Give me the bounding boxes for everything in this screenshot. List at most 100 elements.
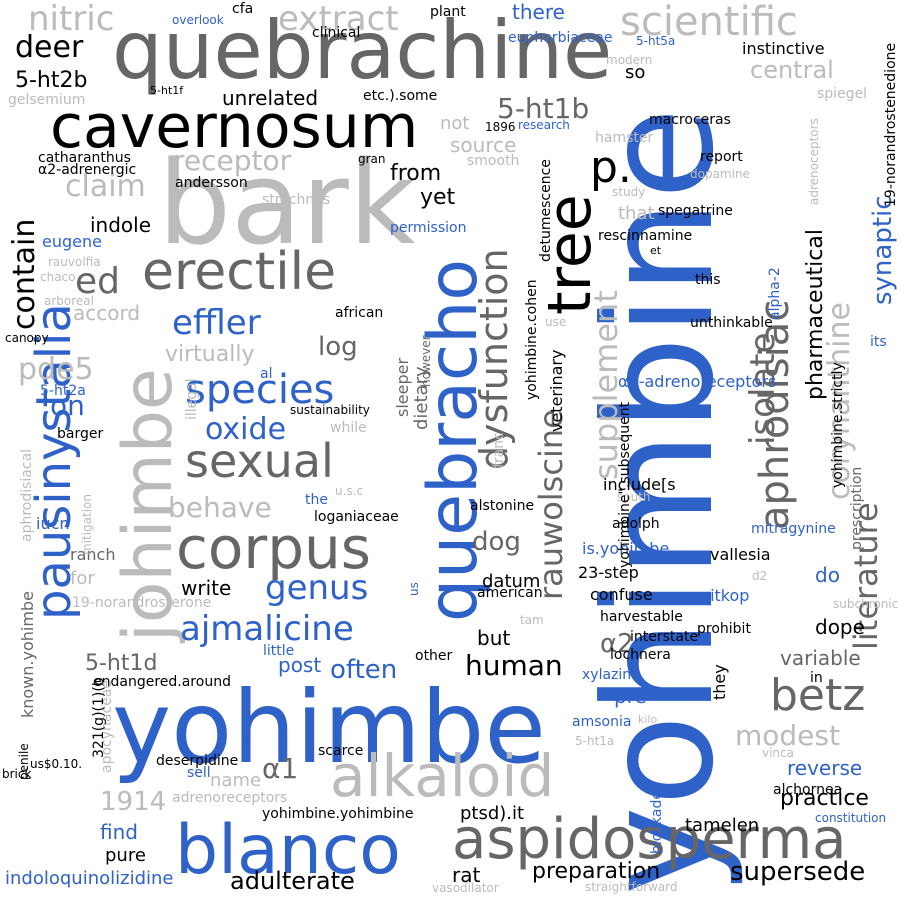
cloud-word: name xyxy=(210,770,262,791)
cloud-word: interstate xyxy=(630,629,699,645)
cloud-word: 1914 xyxy=(100,787,167,817)
cloud-word: post xyxy=(278,653,322,677)
cloud-word: vasodilator xyxy=(432,881,499,895)
cloud-word: erectile xyxy=(142,242,337,302)
cloud-word: datum xyxy=(482,571,541,592)
cloud-word: sexual xyxy=(185,434,334,488)
cloud-word: report xyxy=(700,149,743,165)
cloud-word: penile xyxy=(17,743,31,780)
cloud-word: us$0.10. xyxy=(30,757,83,771)
cloud-word: xylazine xyxy=(582,667,640,683)
cloud-word: little xyxy=(263,643,295,659)
cloud-word: pre xyxy=(614,684,647,708)
cloud-word: but xyxy=(477,626,511,650)
cloud-word: from xyxy=(390,161,442,186)
cloud-word: 5-ht1d xyxy=(85,651,158,676)
cloud-word: pde5 xyxy=(18,352,94,387)
cloud-word: vinca xyxy=(762,746,794,760)
cloud-word: 5-ht2b xyxy=(15,68,88,93)
cloud-word: d2 xyxy=(752,569,768,583)
cloud-word: 19-norandrostenedione xyxy=(883,42,899,207)
cloud-word: is.yohimbe xyxy=(582,539,670,558)
cloud-word: franc xyxy=(491,432,507,468)
cloud-word: quebrachine xyxy=(112,4,613,97)
cloud-word: dog xyxy=(472,527,521,557)
cloud-word: known.yohimbe xyxy=(18,591,37,718)
cloud-word: catharanthus xyxy=(38,150,131,166)
cloud-word: variable xyxy=(780,646,861,670)
cloud-word: deserpidine xyxy=(156,753,239,769)
cloud-word: scarce xyxy=(318,743,364,759)
cloud-word: dopamine xyxy=(690,167,750,181)
cloud-word: arboreal xyxy=(44,294,94,308)
cloud-word: on xyxy=(50,389,85,422)
cloud-word: so xyxy=(625,62,646,83)
cloud-word: macroceras xyxy=(649,112,731,128)
cloud-word: supersede xyxy=(730,857,866,887)
cloud-word: source xyxy=(450,133,517,157)
cloud-word: loganiaceae xyxy=(314,509,399,525)
cloud-word: this xyxy=(695,272,721,288)
cloud-word: α2-adrenergic xyxy=(38,162,137,178)
cloud-word: harvestable xyxy=(600,609,683,625)
cloud-word: while xyxy=(330,420,367,436)
cloud-word: 5-ht1f xyxy=(150,84,184,97)
cloud-word: accord xyxy=(73,301,141,325)
cloud-word: sustainability xyxy=(290,403,370,417)
cloud-word: claim xyxy=(65,169,146,204)
cloud-word: instinctive xyxy=(742,39,825,58)
cloud-word: illegal xyxy=(184,378,200,420)
cloud-word: betz xyxy=(770,670,866,721)
cloud-word: hamster xyxy=(595,130,654,146)
cloud-word: mitragynine xyxy=(751,521,836,537)
cloud-word: write xyxy=(181,576,232,600)
cloud-word: other xyxy=(415,648,453,664)
cloud-word: α2 xyxy=(600,629,634,659)
cloud-word: strychnos xyxy=(262,192,331,208)
cloud-word: indoloquinolizidine xyxy=(5,868,174,889)
cloud-word: practice xyxy=(780,786,869,811)
cloud-word: species xyxy=(185,367,335,413)
cloud-word: canopy xyxy=(5,331,49,345)
cloud-word: reverse xyxy=(787,756,863,780)
cloud-word: rescinnamine xyxy=(598,228,693,244)
cloud-word: yohimbine.cohen xyxy=(524,279,540,400)
cloud-word: yohimbine.strictly xyxy=(830,362,846,488)
cloud-word: subchronic xyxy=(833,597,899,611)
cloud-word: cavernosum xyxy=(50,92,419,162)
cloud-word: unrelated xyxy=(222,86,319,110)
cloud-word: prescription xyxy=(849,466,865,550)
cloud-word: detumescence xyxy=(538,159,554,262)
cloud-word: et xyxy=(650,244,662,257)
cloud-word: adulterate xyxy=(230,867,355,895)
cloud-word: straightforward xyxy=(585,880,678,894)
cloud-word: nitric xyxy=(28,0,115,39)
cloud-word: ptsd).it xyxy=(460,803,525,824)
cloud-word: its xyxy=(870,334,887,350)
cloud-word: african xyxy=(335,305,384,321)
cloud-word: ed xyxy=(75,261,120,302)
cloud-word: for xyxy=(70,568,95,589)
cloud-word: adrenoreceptors xyxy=(172,790,288,806)
cloud-word: barger xyxy=(57,426,104,442)
cloud-word: gelsemium xyxy=(8,92,86,108)
cloud-word: adrenoceptors xyxy=(807,118,821,205)
cloud-word: rat xyxy=(452,863,481,887)
cloud-word: pure xyxy=(105,845,146,866)
cloud-word: lochnera xyxy=(610,647,671,663)
cloud-word: witkop xyxy=(697,586,750,605)
cloud-word: yohimbine".subsequent xyxy=(617,401,633,568)
cloud-word: eugene xyxy=(42,232,102,251)
cloud-word: modest xyxy=(735,719,840,752)
cloud-word: do xyxy=(815,563,840,587)
cloud-word: endangered.around xyxy=(93,674,231,690)
cloud-word: brick xyxy=(2,767,32,781)
cloud-word: 5-ht2a xyxy=(40,383,86,399)
cloud-word: often xyxy=(330,655,398,685)
cloud-word: modern xyxy=(606,53,653,67)
cloud-word: alchornea xyxy=(773,782,843,798)
cloud-word: sell xyxy=(187,765,211,781)
cloud-word: sleeper xyxy=(393,357,412,417)
cloud-word: behave xyxy=(168,491,272,524)
